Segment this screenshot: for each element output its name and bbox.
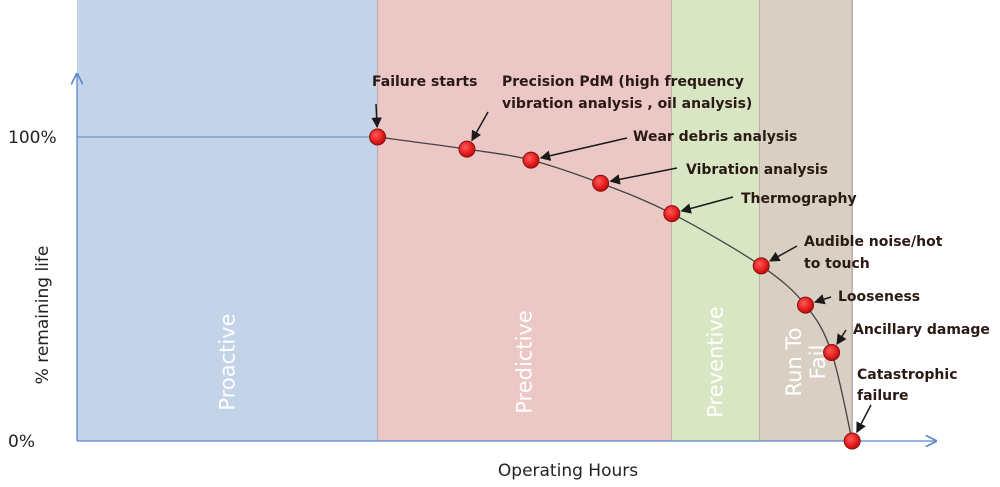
y-tick-label: 0%	[8, 432, 35, 452]
zone-proactive	[77, 0, 378, 441]
annotation-label: Ancillary damage	[853, 322, 990, 338]
point-thermography	[663, 205, 681, 223]
annotation-label: Failure starts	[372, 74, 477, 90]
y-tick-labels: 100% 0%	[8, 128, 57, 452]
annotation-arrow	[814, 294, 832, 305]
x-axis-title: Operating Hours	[498, 461, 638, 481]
zone-labels: Proactive Predictive Preventive Run ToFail	[215, 306, 830, 417]
annotation-arrow	[680, 196, 734, 214]
annotation-label: Wear debris analysis	[633, 129, 797, 145]
point-audible-noise-hot-to-touch	[752, 257, 770, 275]
zone-preventive	[671, 0, 760, 441]
annotation-arrow	[836, 329, 847, 345]
annotation-label: Audible noise/hot to touch	[804, 234, 943, 272]
point-annotations: Failure starts Precision PdM (high freque…	[371, 74, 990, 434]
annotation-label: Thermography	[741, 191, 857, 207]
zone-predictive	[377, 0, 672, 441]
annotation-arrow	[539, 137, 628, 161]
annotation-label: Looseness	[838, 289, 920, 305]
zone-label-proactive: Proactive	[215, 313, 239, 410]
zone-label-preventive: Preventive	[704, 306, 728, 417]
zone-run-to-fail	[759, 0, 853, 441]
point-catastrophic-failure	[843, 432, 861, 450]
annotation-arrow	[371, 103, 382, 129]
annotation-label: Precision PdM (high frequency vibration a…	[502, 74, 752, 112]
annotation-arrow	[609, 167, 678, 185]
annotation-label: Vibration analysis	[686, 162, 828, 178]
zone-label-predictive: Predictive	[513, 310, 537, 414]
point-ancillary-damage	[823, 344, 841, 362]
annotation-arrow	[471, 111, 489, 142]
point-looseness	[797, 296, 815, 314]
point-failure-starts	[369, 128, 387, 146]
point-vibration-analysis	[592, 174, 610, 192]
y-axis-title: % remaining life	[33, 246, 53, 385]
point-precision-pdm-high-frequency-vibration-analysis-oil-analysis	[458, 140, 476, 158]
annotation-label: Catastrophic failure	[857, 367, 958, 404]
y-tick-label: 100%	[8, 128, 57, 148]
failure-stage-points	[369, 128, 861, 450]
annotation-arrow	[769, 245, 798, 262]
zone-bands	[77, 0, 853, 441]
point-wear-debris-analysis	[522, 151, 540, 169]
annotation-arrow	[856, 404, 872, 434]
